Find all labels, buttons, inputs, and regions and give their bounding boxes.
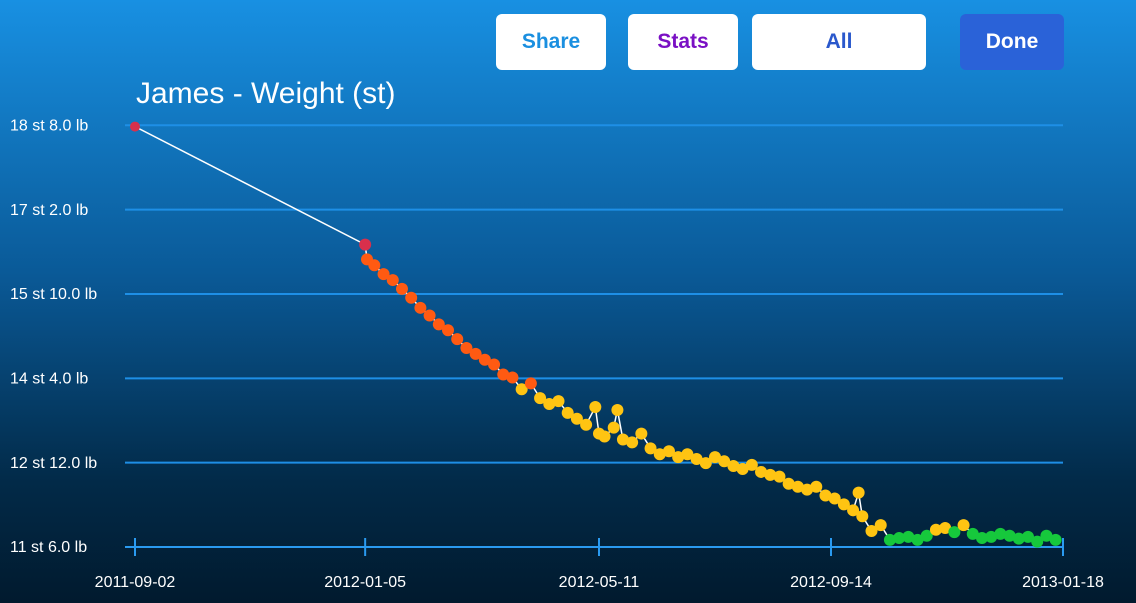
data-point	[653, 448, 666, 461]
data-point	[488, 358, 501, 371]
data-point	[847, 504, 860, 517]
data-point	[1012, 532, 1025, 545]
data-point	[1031, 535, 1044, 548]
data-point	[611, 403, 624, 416]
data-point	[893, 532, 906, 545]
data-point	[865, 524, 878, 537]
stats-button[interactable]: Stats	[628, 14, 738, 70]
data-point	[506, 371, 519, 384]
data-point	[543, 398, 556, 411]
data-point	[755, 465, 768, 478]
data-point	[681, 448, 694, 461]
data-point	[432, 318, 445, 331]
data-point	[1040, 529, 1053, 542]
data-point	[469, 347, 482, 360]
data-point	[874, 519, 887, 532]
data-point	[1003, 529, 1016, 542]
data-point	[589, 400, 602, 413]
x-tick-label: 2012-01-05	[324, 574, 406, 591]
data-point	[395, 282, 408, 295]
data-point	[552, 395, 565, 408]
data-point	[939, 522, 952, 535]
data-point	[662, 445, 675, 458]
data-point	[460, 341, 473, 354]
data-point	[478, 353, 491, 366]
data-point	[791, 480, 804, 493]
data-point	[929, 523, 942, 536]
y-tick-label: 17 st 2.0 lb	[10, 202, 88, 219]
weight-line	[134, 125, 1056, 543]
data-point	[626, 436, 639, 449]
data-point	[764, 468, 777, 481]
data-point	[359, 238, 372, 251]
data-point	[570, 412, 583, 425]
data-point	[856, 510, 869, 523]
x-tick-label: 2012-05-11	[559, 574, 640, 591]
data-point	[994, 527, 1007, 540]
data-point	[745, 458, 758, 471]
data-point	[985, 530, 998, 543]
data-point	[561, 406, 574, 419]
data-point	[607, 421, 620, 434]
data-point	[883, 533, 896, 546]
y-tick-label: 18 st 8.0 lb	[10, 118, 88, 135]
data-point	[828, 492, 841, 505]
y-tick-label: 15 st 10.0 lb	[10, 286, 97, 303]
data-point	[616, 433, 629, 446]
data-point	[852, 486, 865, 499]
all-button[interactable]: All	[752, 14, 926, 70]
x-tick-label: 2013-01-18	[1022, 574, 1104, 591]
done-button[interactable]: Done	[960, 14, 1064, 70]
data-point	[524, 377, 537, 390]
data-point	[718, 455, 731, 468]
data-point	[911, 533, 924, 546]
data-point	[948, 526, 961, 539]
data-point	[451, 333, 464, 346]
chart-title: James - Weight (st)	[136, 77, 396, 110]
data-point	[727, 460, 740, 473]
data-point	[920, 529, 933, 542]
data-point	[782, 477, 795, 490]
share-button[interactable]: Share	[496, 14, 606, 70]
data-point	[699, 457, 712, 470]
data-point	[810, 480, 823, 493]
data-point	[1049, 533, 1062, 546]
data-point	[966, 527, 979, 540]
data-point	[1022, 530, 1035, 543]
data-point	[690, 452, 703, 465]
data-point	[405, 291, 418, 304]
data-point	[442, 324, 455, 337]
data-point	[801, 483, 814, 496]
y-tick-label: 11 st 6.0 lb	[10, 539, 87, 556]
data-point	[423, 309, 436, 322]
data-point	[497, 368, 510, 381]
data-point	[598, 430, 611, 443]
data-point	[377, 268, 390, 281]
data-point	[635, 427, 648, 440]
data-point	[709, 451, 721, 464]
x-tick-label: 2011-09-02	[95, 574, 176, 591]
data-point	[368, 259, 381, 272]
y-tick-label: 12 st 12.0 lb	[10, 455, 97, 472]
data-point	[580, 418, 593, 431]
data-point	[414, 301, 427, 314]
data-point	[773, 470, 786, 483]
data-point	[644, 442, 657, 455]
data-point	[515, 383, 528, 396]
data-point	[837, 498, 850, 511]
data-point	[386, 274, 399, 287]
data-point	[957, 519, 970, 532]
data-point	[534, 392, 547, 405]
y-tick-label: 14 st 4.0 lb	[10, 371, 88, 388]
data-point	[130, 121, 140, 132]
x-tick-label: 2012-09-14	[790, 574, 872, 591]
data-point	[819, 489, 832, 502]
data-point	[736, 462, 749, 475]
data-point	[672, 451, 685, 464]
data-point	[902, 530, 915, 543]
data-point	[975, 532, 988, 545]
